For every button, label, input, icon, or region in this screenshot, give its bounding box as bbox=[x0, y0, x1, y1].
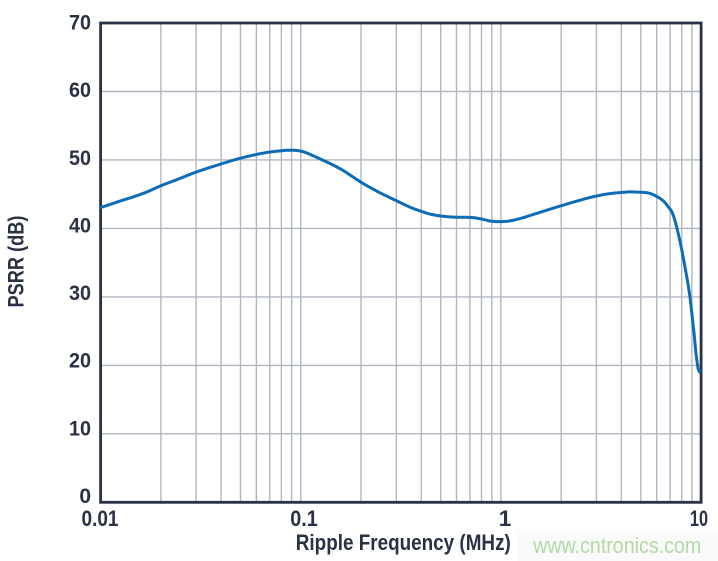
svg-text:PSRR (dB): PSRR (dB) bbox=[3, 216, 28, 308]
svg-text:10: 10 bbox=[69, 417, 91, 440]
svg-text:50: 50 bbox=[69, 147, 91, 170]
svg-text:0.01: 0.01 bbox=[82, 506, 119, 531]
svg-text:0.1: 0.1 bbox=[290, 506, 318, 531]
svg-text:70: 70 bbox=[69, 12, 91, 35]
svg-text:0: 0 bbox=[79, 485, 91, 508]
svg-text:1: 1 bbox=[499, 506, 512, 531]
svg-text:40: 40 bbox=[69, 214, 91, 237]
svg-text:20: 20 bbox=[69, 350, 91, 373]
svg-text:60: 60 bbox=[69, 79, 91, 102]
svg-text:30: 30 bbox=[69, 282, 91, 305]
svg-text:10: 10 bbox=[690, 506, 708, 531]
svg-text:Ripple Frequency (MHz): Ripple Frequency (MHz) bbox=[296, 530, 511, 555]
svg-text:www.cntronics.com: www.cntronics.com bbox=[532, 533, 701, 558]
